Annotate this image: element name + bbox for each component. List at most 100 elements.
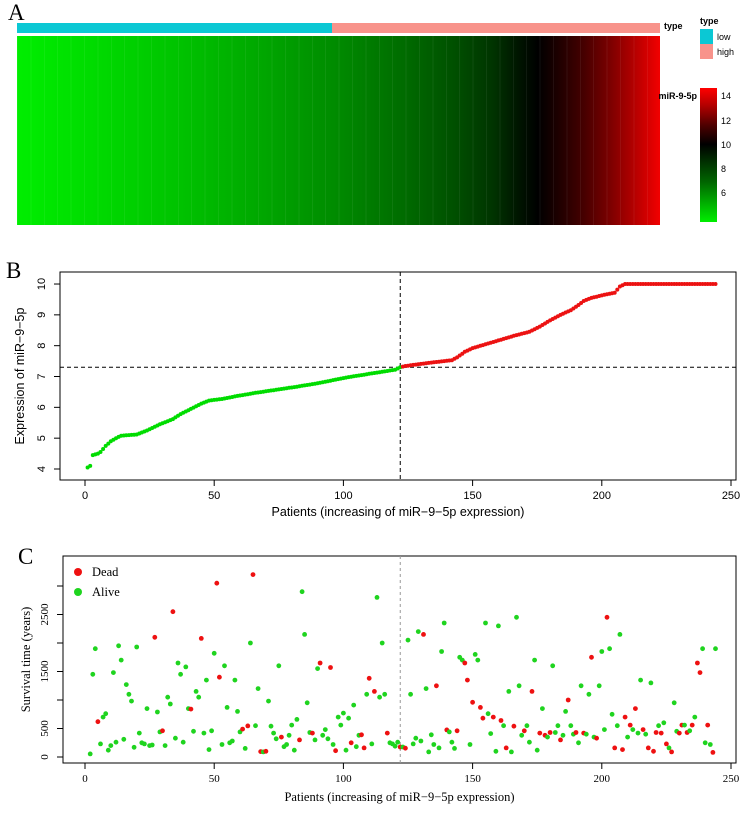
data-point <box>105 747 111 753</box>
data-point <box>594 735 599 741</box>
data-point <box>418 738 424 744</box>
data-point <box>291 747 297 753</box>
data-point <box>273 736 279 742</box>
data-point <box>578 683 584 689</box>
data-point <box>160 728 165 734</box>
data-point <box>415 629 421 634</box>
data-point <box>607 646 612 652</box>
data-point <box>284 742 289 747</box>
data-point <box>563 709 568 714</box>
data-point <box>540 706 545 711</box>
data-point <box>248 640 253 646</box>
data-point <box>294 717 300 722</box>
data-point <box>232 677 238 683</box>
data-point <box>175 660 181 666</box>
y-tick-label: 500 <box>39 720 51 737</box>
data-point <box>219 742 225 747</box>
data-point <box>604 614 610 620</box>
data-point <box>289 722 295 728</box>
data-point <box>633 706 638 711</box>
data-point <box>276 663 282 669</box>
data-point <box>374 595 380 600</box>
data-point <box>245 723 251 729</box>
data-point <box>666 745 672 751</box>
data-point <box>346 715 351 721</box>
data-point <box>452 746 457 751</box>
data-point <box>88 463 93 468</box>
x-tick-label: 50 <box>209 773 221 785</box>
data-point <box>255 686 261 691</box>
data-point <box>658 730 664 736</box>
data-point <box>338 722 344 728</box>
data-point <box>503 745 509 751</box>
data-point <box>449 739 455 745</box>
data-point <box>713 282 718 286</box>
data-point <box>651 748 656 754</box>
data-point <box>271 730 276 736</box>
data-point <box>617 632 623 637</box>
data-point <box>661 720 667 726</box>
data-point <box>98 450 103 454</box>
data-point <box>695 660 700 666</box>
data-point <box>532 657 537 663</box>
data-point <box>519 732 525 738</box>
data-point <box>364 691 370 697</box>
x-tick-label: 200 <box>594 773 611 785</box>
data-point <box>547 730 553 735</box>
data-point <box>521 728 527 734</box>
data-point <box>602 727 607 732</box>
data-point <box>705 722 711 728</box>
data-point <box>126 691 132 697</box>
data-point <box>596 683 602 689</box>
data-point <box>640 727 646 732</box>
data-point <box>377 694 382 700</box>
data-point <box>229 738 235 744</box>
y-tick-label: 7 <box>36 373 48 379</box>
data-point <box>351 702 357 708</box>
data-point <box>95 719 101 725</box>
data-point <box>405 637 411 643</box>
data-point <box>201 730 207 736</box>
survival-scatter-plot: 0 50 100 150 200 250050015002500DeadAlivePati… <box>19 555 740 804</box>
data-point <box>496 623 501 629</box>
data-point <box>123 682 129 687</box>
data-point <box>589 654 594 660</box>
legend-dot-dead <box>74 568 82 576</box>
colorbar-tick-label: 10 <box>721 139 732 150</box>
data-point <box>697 670 703 675</box>
data-point <box>366 675 372 681</box>
data-point <box>462 660 468 666</box>
data-point <box>669 749 674 755</box>
data-point <box>620 747 625 752</box>
colorbar-tick-label: 14 <box>721 91 732 102</box>
data-point <box>90 671 96 677</box>
data-point <box>509 749 514 755</box>
data-point <box>103 443 108 448</box>
data-point <box>423 686 429 691</box>
panel-a-label: A <box>8 0 25 25</box>
data-point <box>149 742 155 748</box>
data-point <box>317 660 323 666</box>
data-point <box>188 706 194 712</box>
data-point <box>413 735 419 741</box>
data-point <box>320 732 326 738</box>
type-high-segment <box>332 23 660 33</box>
data-point <box>436 745 442 751</box>
data-point <box>609 711 615 717</box>
data-point <box>302 632 307 637</box>
data-point <box>359 732 364 738</box>
annotation-bar-title: type <box>664 21 683 31</box>
data-point <box>144 706 150 711</box>
data-point <box>325 736 331 742</box>
data-point <box>121 736 127 742</box>
data-point <box>687 728 693 734</box>
expression-rank-plot: 0 50 100 150 200 250 4 5 6 7 8 9 10 Patients (increas… <box>13 271 740 519</box>
data-point <box>155 709 160 715</box>
legend-dot-alive <box>74 588 82 596</box>
data-point <box>209 728 215 734</box>
data-point <box>206 747 212 752</box>
type-legend-item-low: low <box>700 29 734 44</box>
data-point <box>583 731 589 737</box>
data-point <box>361 745 367 751</box>
